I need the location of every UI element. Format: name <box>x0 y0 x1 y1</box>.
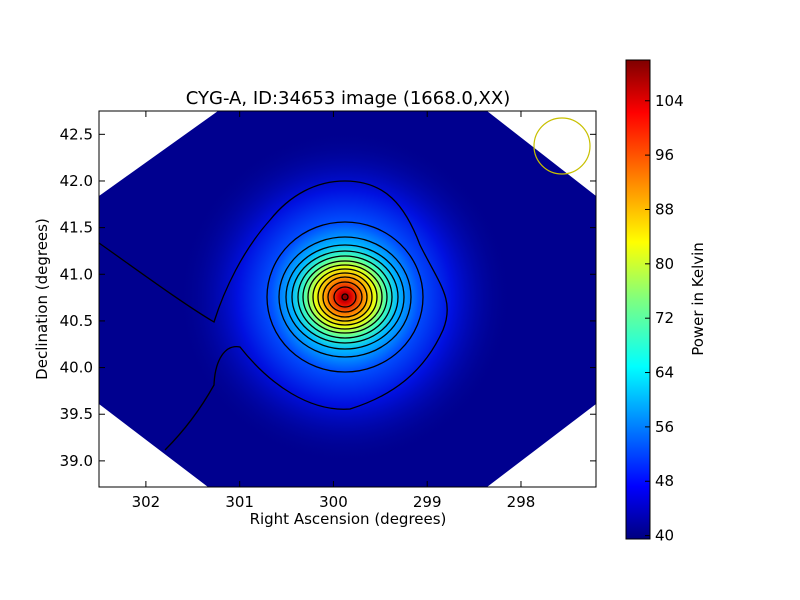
contour-level <box>333 286 357 308</box>
colorbar-tick-label: 48 <box>655 472 674 490</box>
contour-level <box>317 272 373 322</box>
y-tick-label: 42.5 <box>60 125 93 143</box>
colorbar-tick-label: 88 <box>655 200 674 218</box>
y-axis: 39.0 39.5 40.0 40.5 41.0 41.5 42.0 42.5 <box>60 125 596 470</box>
colorbar-tick-label: 80 <box>655 255 674 273</box>
contour-level <box>327 281 363 313</box>
chart-title: CYG-A, ID:34653 image (1668.0,XX) <box>186 88 510 109</box>
colorbar-tick-label: 56 <box>655 418 674 436</box>
contour-level <box>341 293 349 301</box>
contour-level <box>297 255 393 339</box>
contours <box>99 180 448 451</box>
x-tick-label: 300 <box>319 493 348 511</box>
x-tick-label: 298 <box>507 493 536 511</box>
contour-outer <box>99 180 448 451</box>
contour-level <box>322 276 368 318</box>
plot-frame <box>98 110 597 488</box>
contour-level <box>312 268 378 326</box>
y-tick-label: 39.0 <box>60 452 93 470</box>
y-tick-label: 41.0 <box>60 265 93 283</box>
y-tick-label: 42.0 <box>60 172 93 190</box>
beam-circle <box>533 117 591 175</box>
contour-level <box>291 250 399 344</box>
colorbar-tick-label: 40 <box>655 527 674 545</box>
contour-level <box>266 221 424 373</box>
colorbar-tick-label: 72 <box>655 309 674 327</box>
colorbar-tick-label: 104 <box>655 92 684 110</box>
contour-level <box>278 236 412 358</box>
contour-level <box>307 264 383 330</box>
x-tick-label: 302 <box>132 493 161 511</box>
plot-area <box>99 111 596 487</box>
x-axis-label: Right Ascension (degrees) <box>250 510 447 528</box>
contour-level <box>302 260 388 334</box>
colorbar-tick-label: 64 <box>655 364 674 382</box>
colorbar-ticks: 40 48 56 64 72 80 88 96 104 <box>645 92 684 545</box>
contour-level <box>285 244 405 350</box>
x-tick-label: 301 <box>225 493 254 511</box>
y-tick-label: 40.5 <box>60 312 93 330</box>
y-tick-label: 40.0 <box>60 359 93 377</box>
x-axis: 302 301 300 299 298 <box>132 111 536 511</box>
colorbar-label: Power in Kelvin <box>689 242 707 356</box>
y-tick-label: 41.5 <box>60 219 93 237</box>
x-tick-label: 299 <box>413 493 442 511</box>
y-tick-label: 39.5 <box>60 405 93 423</box>
colorbar <box>625 59 651 540</box>
y-axis-label: Declination (degrees) <box>33 218 51 380</box>
colorbar-tick-label: 96 <box>655 146 674 164</box>
